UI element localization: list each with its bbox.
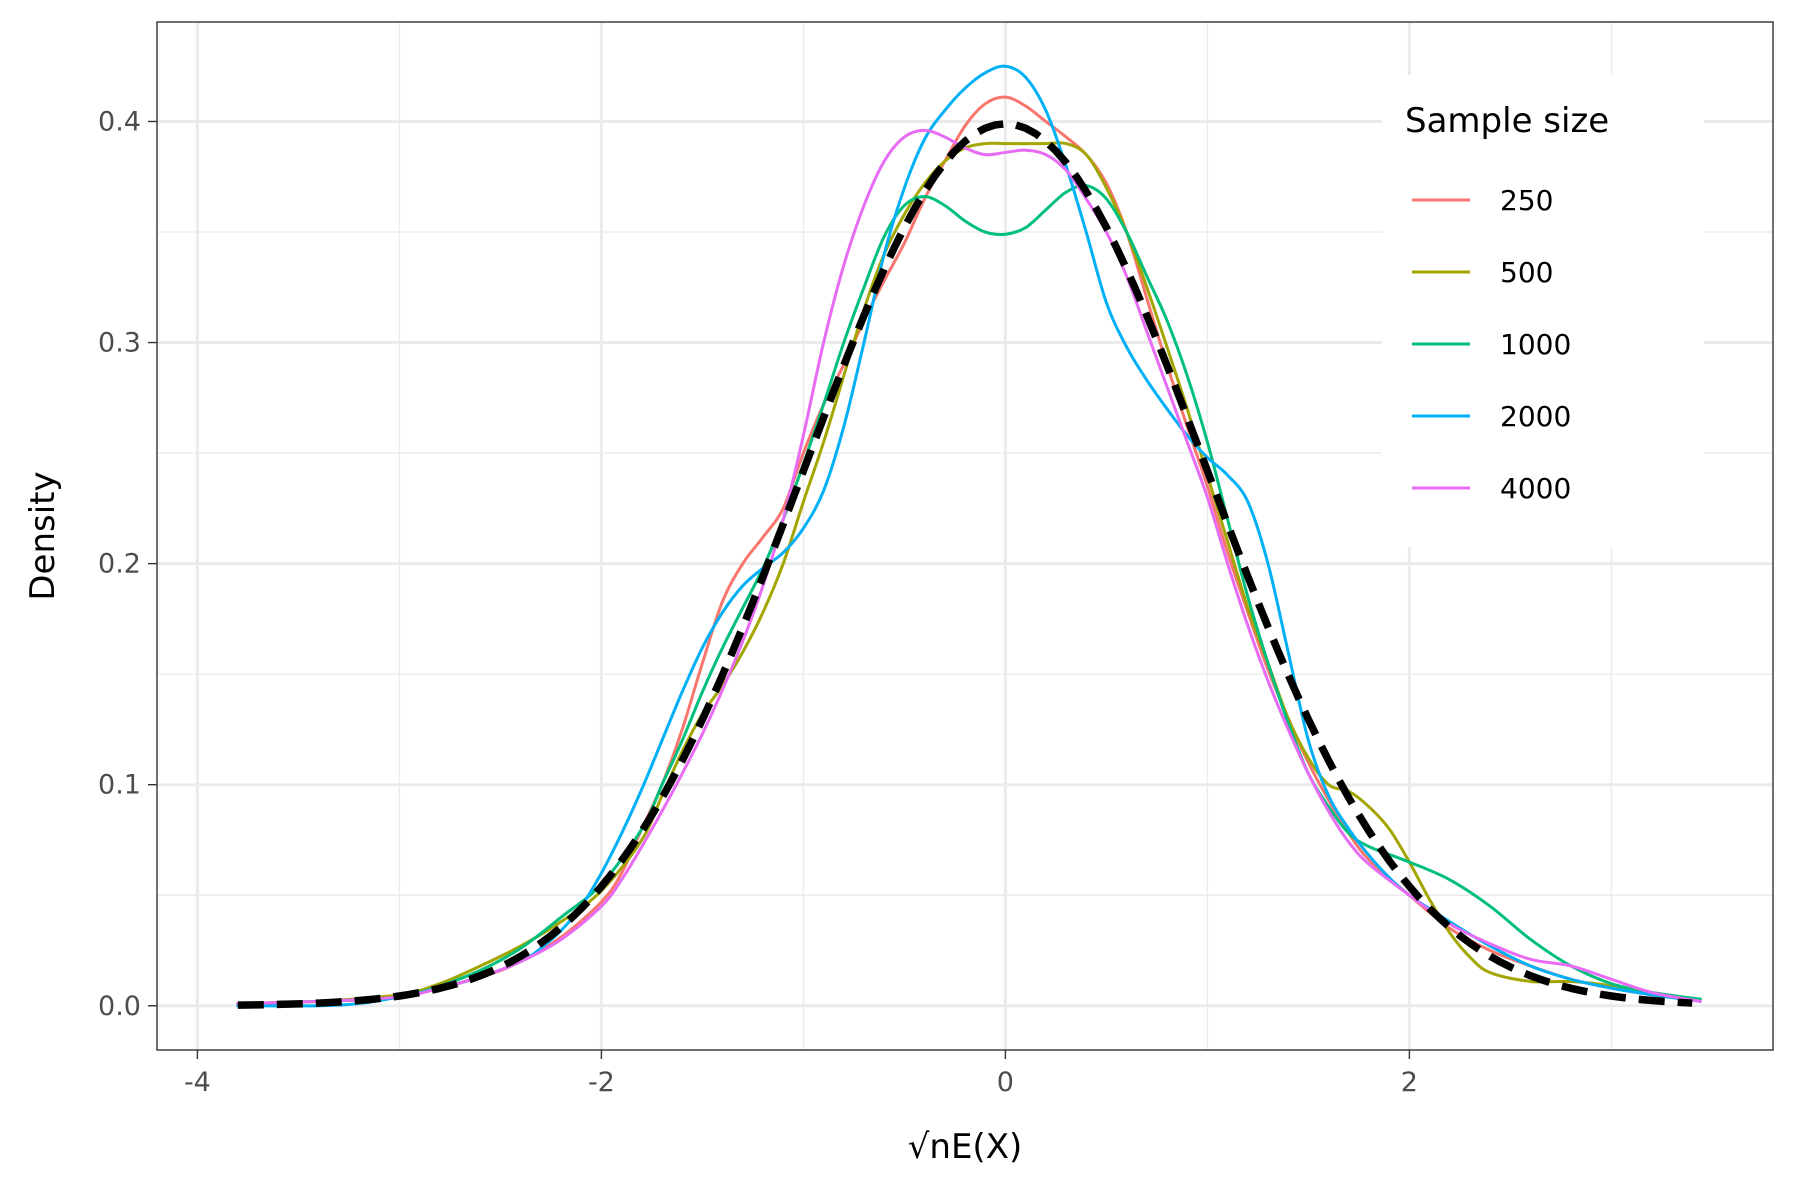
legend-label-4000: 4000 (1500, 472, 1571, 505)
x-axis-title: √nE(X) (908, 1127, 1023, 1167)
reference-normal-curve (237, 120, 1693, 1009)
reference-dashed-line (237, 120, 1693, 1009)
series-line-2000 (236, 64, 1702, 1008)
legend-label-500: 500 (1500, 256, 1553, 289)
y-tick-label: 0.2 (98, 549, 141, 580)
y-tick-label: 0.4 (98, 106, 141, 137)
y-tick-label: 0.3 (98, 328, 141, 359)
x-tick-label: 2 (1401, 1067, 1418, 1098)
legend-title: Sample size (1405, 101, 1609, 141)
legend: Sample size 250 500 1000 2000 4000 (1382, 75, 1704, 547)
x-tick-label: -4 (184, 1067, 211, 1098)
legend-label-250: 250 (1500, 184, 1553, 217)
y-tick-label: 0.1 (98, 770, 141, 801)
axes: -4 -2 0 2 0.0 0.1 0.2 0.3 0.4 (98, 106, 1418, 1098)
legend-background (1382, 75, 1704, 547)
panel-border (156, 21, 1774, 1051)
legend-label-2000: 2000 (1500, 400, 1571, 433)
y-axis-title: Density (23, 471, 63, 600)
series-line-500 (236, 141, 1702, 1006)
legend-label-1000: 1000 (1500, 328, 1571, 361)
series-line-4000 (236, 128, 1702, 1006)
x-tick-label: 0 (997, 1067, 1014, 1098)
x-tick-label: -2 (588, 1067, 615, 1098)
y-tick-label: 0.0 (98, 991, 141, 1022)
